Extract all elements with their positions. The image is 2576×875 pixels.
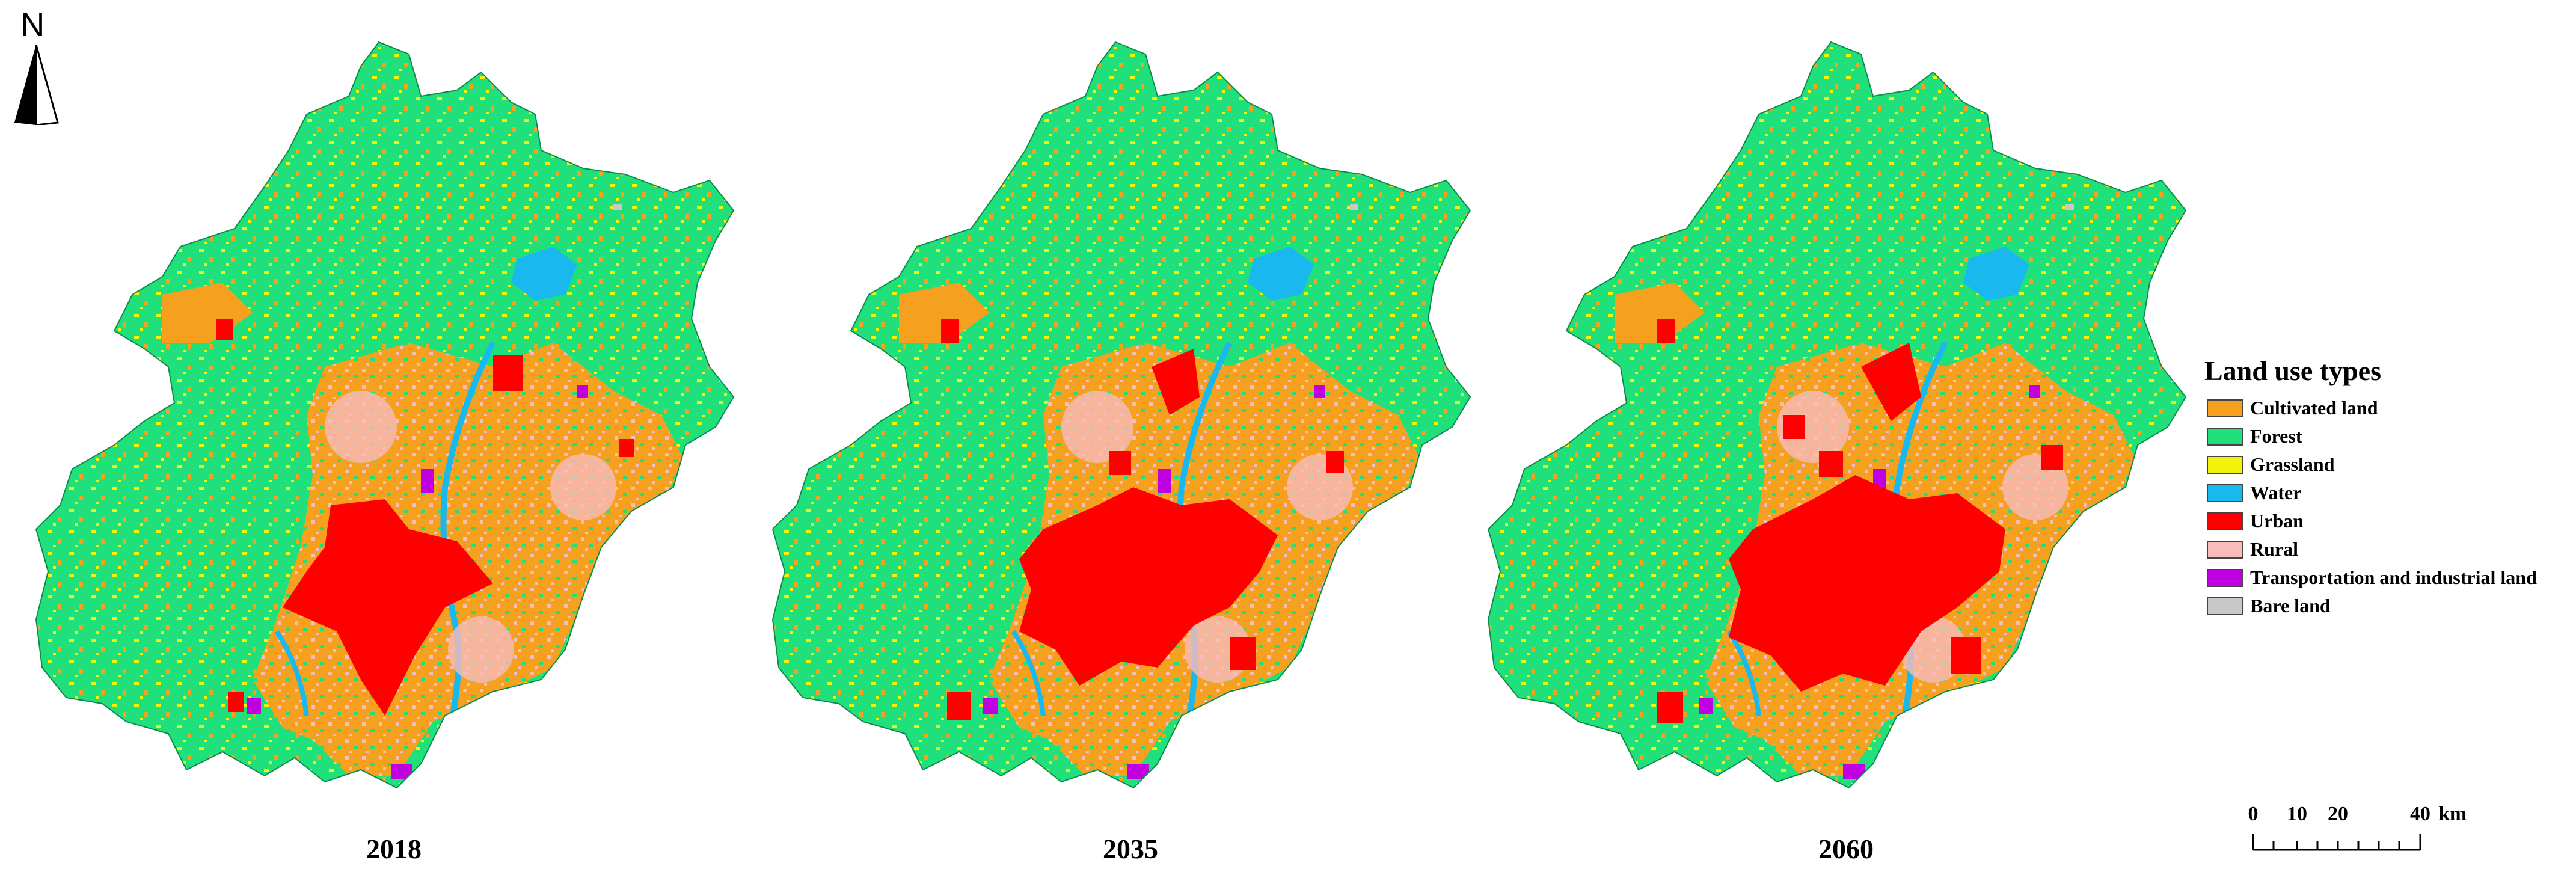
scale-unit: km (2438, 803, 2467, 825)
land-use-map-2060 (1476, 30, 2216, 824)
map-year-label-2035: 2035 (1103, 834, 1158, 864)
north-arrow: N (8, 5, 63, 125)
legend-item-bare-land: Bare land (2207, 592, 2537, 620)
legend-items: Cultivated land Forest Grassland Water U… (2207, 394, 2537, 620)
scale-tick-label: 20 (2328, 803, 2348, 825)
scale-bar: 0 10 20 40 km (2240, 803, 2467, 857)
legend-label: Water (2250, 482, 2302, 503)
legend-label: Cultivated land (2250, 397, 2378, 419)
legend-item-water: Water (2207, 479, 2537, 507)
north-arrow-icon (14, 45, 59, 125)
legend-swatch (2207, 568, 2243, 587)
scale-tick-label: 40 (2410, 803, 2430, 825)
legend-label: Forest (2250, 425, 2302, 447)
legend-item-forest: Forest (2207, 422, 2537, 450)
legend-label: Transportation and industrial land (2250, 566, 2537, 588)
legend-label: Rural (2250, 538, 2298, 560)
map-year-label-2060: 2060 (1818, 834, 1874, 864)
legend-item-urban: Urban (2207, 507, 2537, 535)
legend-item-rural: Rural (2207, 535, 2537, 563)
legend-swatch (2207, 399, 2243, 417)
legend-label: Urban (2250, 510, 2304, 532)
legend-label: Bare land (2250, 595, 2331, 616)
legend-item-transportation-industrial: Transportation and industrial land (2207, 563, 2537, 592)
legend-swatch (2207, 427, 2243, 446)
scale-tick-label: 0 (2248, 803, 2259, 825)
land-use-map-2035 (761, 30, 1500, 824)
legend-swatch (2207, 484, 2243, 502)
legend-label: Grassland (2250, 453, 2335, 475)
north-letter: N (20, 5, 45, 43)
legend-item-cultivated-land: Cultivated land (2207, 394, 2537, 422)
legend: Land use types Cultivated land Forest Gr… (2204, 355, 2537, 620)
legend-item-grassland: Grassland (2207, 450, 2537, 479)
legend-swatch (2207, 597, 2243, 615)
scale-tick-label: 10 (2287, 803, 2307, 825)
legend-title: Land use types (2204, 355, 2381, 386)
legend-swatch (2207, 455, 2243, 474)
scale-bar-graphic (2252, 834, 2421, 851)
map-year-label-2018: 2018 (366, 834, 422, 864)
legend-swatch (2207, 540, 2243, 559)
land-use-map-2018 (24, 30, 764, 824)
legend-swatch (2207, 512, 2243, 530)
